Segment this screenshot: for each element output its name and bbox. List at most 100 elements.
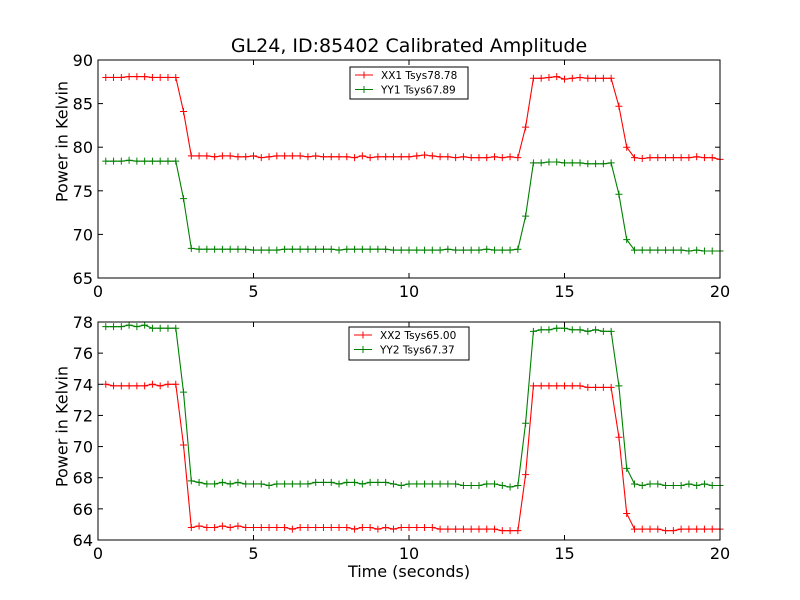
data-point (389, 153, 397, 161)
data-point (288, 245, 296, 253)
data-point (421, 524, 429, 532)
data-point (452, 480, 460, 488)
legend-box (348, 326, 470, 361)
data-point (148, 157, 156, 165)
data-point (148, 324, 156, 332)
data-point (156, 73, 164, 81)
y-tick-label: 65 (73, 269, 93, 288)
data-point (102, 323, 110, 331)
data-point (514, 245, 522, 253)
data-point (553, 324, 561, 332)
data-point (405, 480, 413, 488)
data-point (483, 245, 491, 253)
data-point (708, 247, 716, 255)
data-point (358, 480, 366, 488)
data-point (444, 153, 452, 161)
data-point (319, 524, 327, 532)
data-point (110, 323, 118, 331)
data-point (234, 478, 242, 486)
data-point (125, 382, 133, 390)
x-tick-label: 5 (248, 544, 258, 563)
data-point (623, 510, 631, 518)
data-point (506, 527, 514, 535)
data-point (491, 246, 499, 254)
data-point (164, 324, 172, 332)
data-point (498, 527, 506, 535)
data-point (203, 480, 211, 488)
data-point (405, 246, 413, 254)
data-point (436, 480, 444, 488)
data-point (226, 524, 234, 532)
data-point (180, 195, 188, 203)
data-point (389, 525, 397, 533)
data-point (677, 154, 685, 162)
data-point (172, 157, 180, 165)
data-point (234, 153, 242, 161)
data-point (319, 153, 327, 161)
data-point (459, 482, 467, 489)
data-point (273, 246, 281, 254)
data-point (389, 480, 397, 488)
y-tick-label: 64 (73, 531, 93, 550)
data-point (226, 245, 234, 253)
data-point (180, 107, 188, 115)
data-point (498, 154, 506, 162)
data-point (708, 525, 716, 533)
data-point (436, 153, 444, 161)
data-point (226, 480, 234, 488)
data-point (615, 433, 623, 441)
data-point (335, 480, 343, 488)
data-point (250, 480, 257, 488)
data-point (164, 157, 172, 165)
data-point (452, 246, 460, 254)
y-tick-label: 76 (73, 344, 93, 363)
data-point (180, 441, 188, 449)
data-point (366, 524, 374, 532)
data-point (444, 245, 452, 253)
data-point (498, 482, 506, 489)
data-point (514, 154, 522, 162)
data-point (312, 478, 320, 486)
data-point (312, 524, 320, 532)
y-tick-label: 85 (73, 95, 93, 114)
data-point (483, 154, 491, 162)
data-point (522, 471, 530, 479)
y-tick-label: 66 (73, 500, 93, 519)
data-point (281, 152, 289, 160)
data-point (304, 524, 312, 532)
data-point (195, 478, 203, 486)
data-point (545, 73, 553, 81)
data-point (630, 246, 638, 254)
data-point (592, 74, 600, 82)
data-point (273, 480, 281, 488)
data-point (273, 524, 281, 532)
data-point (561, 382, 568, 390)
data-point (366, 245, 374, 253)
data-point (646, 154, 654, 162)
data-point (428, 152, 436, 160)
data-point (343, 478, 351, 486)
data-point (156, 324, 164, 332)
data-point (576, 382, 584, 390)
data-point (211, 153, 219, 161)
legend-label: YY1 Tsys67.89 (380, 85, 456, 97)
data-point (374, 153, 382, 161)
y-tick-label: 75 (73, 182, 93, 201)
data-point (110, 73, 118, 81)
x-tick-label: 20 (710, 282, 730, 301)
data-point (529, 382, 537, 390)
data-point (257, 154, 265, 162)
data-point (218, 522, 226, 530)
data-point (265, 482, 273, 489)
data-point (358, 245, 366, 253)
data-point (187, 524, 195, 532)
data-point (576, 159, 584, 167)
data-point (459, 153, 467, 161)
data-point (397, 153, 405, 161)
data-point (561, 75, 568, 83)
data-point (351, 525, 359, 533)
data-point (343, 524, 351, 532)
data-point (646, 246, 654, 254)
data-point (117, 323, 125, 331)
